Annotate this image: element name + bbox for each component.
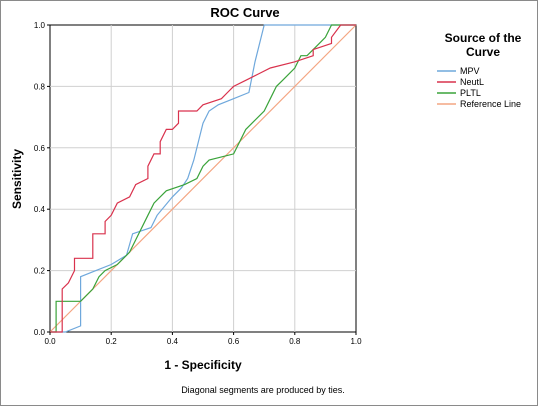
legend-label-reference-line: Reference Line (460, 99, 521, 109)
x-tick-label-3: 0.6 (228, 337, 240, 346)
x-tick-label-1: 0.2 (106, 337, 118, 346)
y-axis-ticks: 0.0 0.2 0.4 0.6 0.8 1.0 (34, 21, 50, 337)
legend-label-pltl: PLTL (460, 88, 481, 98)
legend-label-mpv: MPV (460, 66, 480, 76)
grid-lines (50, 25, 356, 332)
y-axis-label: Sensitivity (10, 149, 24, 209)
series-lines (49, 24, 357, 333)
y-tick-label-3: 0.6 (34, 144, 46, 153)
x-tick-label-2: 0.4 (167, 337, 179, 346)
y-tick-label-4: 0.8 (34, 82, 46, 91)
series-line-mpv (50, 24, 356, 333)
y-tick-label-5: 1.0 (34, 21, 46, 30)
legend-title-line-1: Source of the (445, 31, 522, 45)
footnote: Diagonal segments are produced by ties. (181, 385, 345, 395)
y-tick-label-1: 0.2 (34, 267, 46, 276)
x-tick-label-0: 0.0 (44, 337, 56, 346)
x-tick-label-5: 1.0 (350, 337, 362, 346)
x-axis-ticks: 0.0 0.2 0.4 0.6 0.8 1.0 (44, 332, 362, 346)
x-axis-label: 1 - Specificity (164, 358, 242, 372)
legend-title-line-2: Curve (466, 45, 500, 59)
x-tick-label-4: 0.8 (289, 337, 301, 346)
series-line-pltl (50, 24, 356, 333)
y-tick-label-0: 0.0 (34, 328, 46, 337)
y-tick-label-2: 0.4 (34, 205, 46, 214)
series-line-neutl (50, 24, 356, 333)
plot-area (49, 24, 357, 333)
legend: Source of the Curve MPVNeutLPLTLReferenc… (437, 31, 522, 109)
chart-title: ROC Curve (210, 5, 279, 20)
series-line-reference-line (49, 24, 357, 333)
legend-label-neutl: NeutL (460, 77, 484, 87)
